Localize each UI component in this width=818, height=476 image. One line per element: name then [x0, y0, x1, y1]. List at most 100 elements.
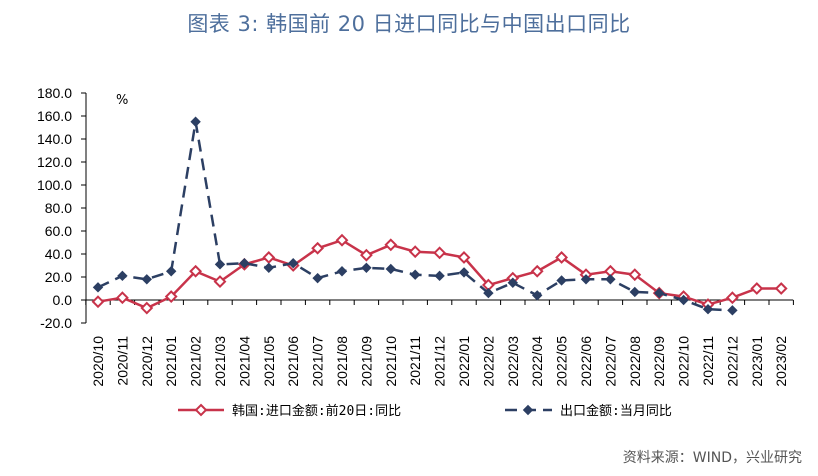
legend-china-swatch-marker	[522, 404, 534, 416]
y-tick-label: 20.0	[45, 269, 72, 285]
y-tick-label: 0.0	[53, 292, 73, 308]
y-unit-label: %	[116, 93, 128, 108]
korea-import-point	[530, 264, 544, 278]
x-tick-label: 2022/11	[700, 336, 716, 386]
korea-import-point	[91, 295, 105, 309]
china-export-point	[336, 266, 348, 277]
legend-korea-swatch-marker	[194, 403, 208, 417]
x-tick-label: 2020/11	[114, 336, 130, 386]
china-export-point	[92, 282, 104, 293]
korea-import-point	[725, 291, 739, 305]
china-export-point	[727, 305, 738, 316]
x-tick-label: 2021/01	[163, 336, 179, 387]
korea-import-point	[262, 251, 276, 264]
korea-import-point	[750, 282, 764, 295]
x-tick-label: 2021/03	[212, 336, 228, 387]
korea-import-point	[164, 290, 178, 303]
y-tick-label: 180.0	[37, 85, 72, 101]
china-export-point	[117, 270, 128, 282]
x-tick-label: 2020/10	[90, 336, 106, 387]
x-tick-label: 2022/07	[602, 336, 618, 387]
x-tick-label: 2022/08	[627, 336, 643, 387]
china-export-point	[531, 290, 543, 301]
x-tick-label: 2021/10	[383, 336, 399, 387]
korea-import-point	[555, 251, 569, 264]
china-export-point	[434, 270, 445, 282]
legend-china-label: 出口金额:当月同比	[560, 403, 672, 419]
china-export-point	[678, 294, 689, 306]
x-tick-label: 2022/12	[724, 336, 740, 387]
china-export-point	[507, 277, 519, 288]
china-export-point	[409, 269, 421, 280]
korea-import-point	[433, 246, 447, 260]
x-tick-label: 2020/12	[139, 336, 155, 387]
source-note: 资料来源：WIND，兴业研究	[622, 450, 802, 466]
x-tick-label: 2021/06	[285, 336, 301, 387]
china-export-point	[580, 274, 592, 285]
china-export-point	[458, 267, 470, 278]
axes: -20.0 0.0 20.0 40.0 60.0 80.0 100.0 120.0 140.0 1…	[37, 85, 794, 387]
china-export-point	[141, 274, 153, 285]
korea-import-point	[115, 291, 129, 305]
china-export-point	[629, 286, 641, 298]
korea-import-point	[213, 275, 227, 289]
china-export-point	[605, 274, 616, 285]
x-tick-label: 2022/02	[480, 336, 496, 387]
y-tick-label: 40.0	[45, 246, 72, 262]
china-export-point	[239, 257, 250, 269]
x-tick-label: 2021/08	[334, 336, 350, 387]
x-tick-label: 2022/05	[554, 336, 570, 387]
chart-title: 图表 3: 韩国前 20 日进口同比与中国出口同比	[187, 12, 631, 36]
y-tick-label: 60.0	[45, 223, 72, 239]
x-tick-label: 2022/03	[505, 336, 521, 387]
korea-import-point	[311, 241, 325, 255]
korea-import-point	[628, 268, 642, 282]
x-tick-label: 2022/04	[529, 336, 545, 387]
china-export-point	[190, 116, 201, 127]
x-tick-label: 2022/01	[456, 336, 472, 387]
y-tick-label: 140.0	[37, 131, 72, 147]
series-layer	[91, 116, 788, 316]
china-export-point	[214, 259, 226, 270]
x-tick-label: 2021/02	[188, 336, 204, 387]
china-export-line	[97, 121, 733, 312]
china-export-point	[287, 257, 299, 269]
china-export-point	[361, 262, 372, 274]
china-export-point	[312, 272, 323, 284]
legend-korea-label: 韩国:进口金额:前20日:同比	[232, 403, 401, 419]
x-tick-label: 2022/06	[578, 336, 594, 387]
china-export-point	[653, 287, 665, 299]
korea-import-point	[457, 251, 471, 264]
x-tick-label: 2021/05	[261, 336, 277, 387]
korea-import-series	[91, 233, 788, 315]
korea-import-point	[408, 245, 422, 259]
china-export-series	[92, 116, 738, 316]
china-export-point	[263, 262, 275, 274]
korea-import-point	[359, 248, 373, 262]
x-tick-label: 2022/09	[651, 336, 667, 387]
legend: 韩国:进口金额:前20日:同比 出口金额:当月同比	[178, 403, 672, 419]
y-tick-label: 120.0	[37, 154, 72, 170]
y-tick-label: 80.0	[45, 200, 72, 216]
x-tick-label: 2021/04	[236, 336, 252, 387]
x-tick-label: 2021/12	[432, 336, 448, 387]
korea-import-point	[774, 282, 788, 295]
korea-import-point	[384, 238, 398, 252]
x-tick-label: 2021/09	[358, 336, 374, 387]
y-tick-label: 160.0	[37, 108, 72, 124]
china-export-point	[165, 266, 177, 277]
x-tick-label: 2023/02	[773, 336, 789, 387]
china-export-point	[702, 303, 714, 315]
china-export-point	[385, 263, 397, 275]
y-tick-label: -20.0	[40, 315, 72, 331]
y-tick-label: 100.0	[37, 177, 72, 193]
china-export-point	[556, 275, 567, 286]
china-export-point	[483, 287, 494, 299]
x-tick-label: 2023/01	[749, 336, 765, 387]
x-tick-label: 2022/10	[676, 336, 692, 387]
korea-import-point	[140, 301, 154, 315]
korea-import-point	[189, 264, 203, 278]
korea-import-point	[335, 233, 349, 247]
x-tick-label: 2021/07	[310, 336, 326, 387]
